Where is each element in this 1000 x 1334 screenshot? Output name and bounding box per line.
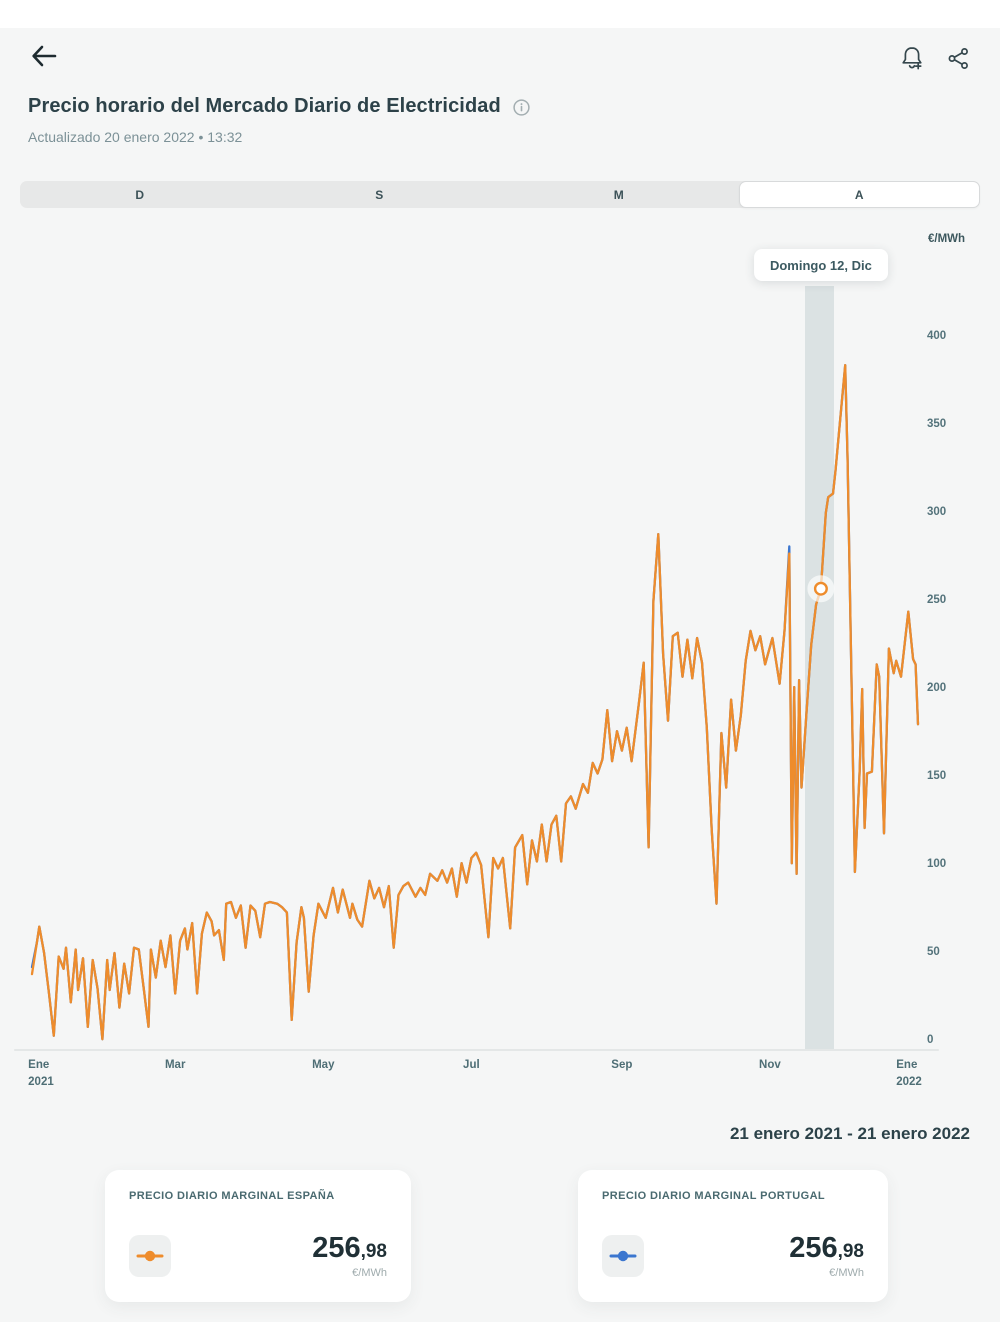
spain-price-line: [30, 364, 920, 1041]
y-tick-label: 300: [927, 506, 947, 518]
title-row: Precio horario del Mercado Diario de Ele…: [28, 95, 530, 118]
y-tick-label: 50: [927, 946, 940, 958]
portugal-card-title: PRECIO DIARIO MARGINAL PORTUGAL: [602, 1190, 826, 1202]
tab-semana[interactable]: S: [375, 187, 384, 202]
x-tick-label: Nov: [759, 1059, 781, 1071]
spain-price-value: 256,98: [312, 1232, 387, 1264]
bell-add-icon: [898, 47, 926, 76]
y-axis-unit-label: €/MWh: [928, 233, 966, 245]
spain-card-title: PRECIO DIARIO MARGINAL ESPAÑA: [129, 1190, 335, 1202]
page-title: Precio horario del Mercado Diario de Ele…: [28, 95, 501, 117]
portugal-series-legend-icon: [602, 1234, 644, 1277]
y-tick-label: 100: [927, 858, 947, 870]
selected-point-marker: [813, 581, 828, 596]
x-tick-label: Mar: [164, 1059, 186, 1071]
y-tick-label: 0: [927, 1034, 934, 1046]
date-tooltip: Domingo 12, Dic: [753, 249, 888, 281]
spain-price-unit: €/MWh: [352, 1267, 387, 1279]
x-tick-label: Ene 2022: [896, 1059, 922, 1088]
share-icon: [946, 48, 971, 75]
y-tick-label: 150: [927, 770, 947, 782]
notification-button[interactable]: [898, 44, 926, 72]
period-segmented-control: D S M A: [20, 181, 980, 208]
x-axis-baseline: [14, 1049, 939, 1051]
back-arrow-icon: [28, 45, 60, 76]
y-tick-label: 250: [927, 594, 947, 606]
tab-dia[interactable]: D: [135, 187, 145, 202]
updated-timestamp: Actualizado 20 enero 2022 • 13:32: [28, 129, 243, 145]
info-icon[interactable]: [513, 99, 530, 116]
x-tick-label: Jul: [463, 1059, 480, 1071]
date-range-label: 21 enero 2021 - 21 enero 2022: [729, 1124, 970, 1143]
y-tick-label: 400: [927, 330, 947, 342]
spain-price-card: PRECIO DIARIO MARGINAL ESPAÑA 256,98 €/M…: [105, 1170, 411, 1302]
portugal-price-card: PRECIO DIARIO MARGINAL PORTUGAL 256,98 €…: [578, 1170, 888, 1302]
y-tick-label: 200: [927, 682, 947, 694]
portugal-price-line: [30, 364, 920, 1041]
status-bar-strip: [0, 0, 1000, 28]
back-button[interactable]: [28, 40, 60, 72]
portugal-price-value: 256,98: [789, 1232, 864, 1264]
share-button[interactable]: [946, 46, 971, 71]
x-tick-label: Ene 2021: [28, 1059, 54, 1088]
x-tick-label: May: [312, 1059, 335, 1071]
bottom-strip: [0, 1322, 1000, 1334]
portugal-price-unit: €/MWh: [829, 1267, 864, 1279]
tab-ano[interactable]: A: [738, 181, 980, 208]
tab-mes[interactable]: M: [613, 187, 624, 202]
y-tick-label: 350: [927, 418, 947, 430]
x-tick-label: Sep: [611, 1059, 633, 1071]
spain-series-legend-icon: [129, 1234, 171, 1277]
